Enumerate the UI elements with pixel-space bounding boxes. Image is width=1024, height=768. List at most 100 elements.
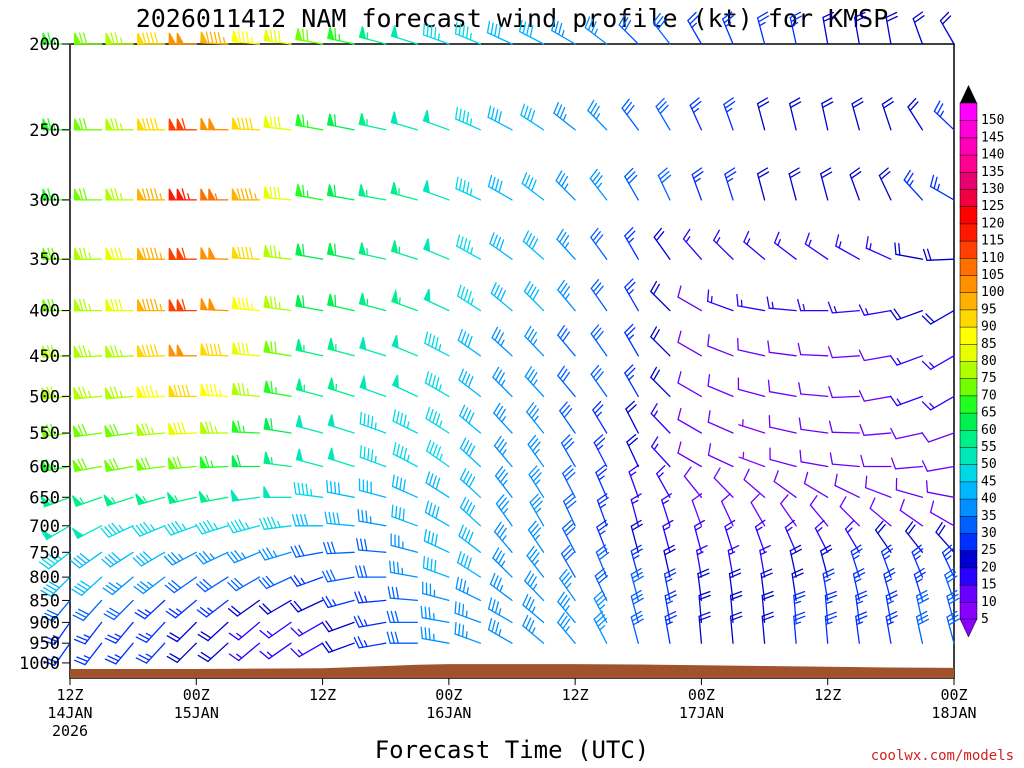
wind-barb <box>689 97 703 131</box>
barb-full-feather <box>565 472 576 482</box>
barb-half-feather <box>692 107 700 114</box>
barb-full-feather <box>403 447 408 461</box>
barb-pennant <box>231 117 240 130</box>
barb-half-feather <box>565 582 572 589</box>
wind-barb <box>228 642 261 662</box>
barb-full-feather <box>355 565 360 578</box>
barb-full-feather <box>244 188 250 201</box>
barb-full-feather <box>143 521 152 533</box>
wind-barb <box>459 404 482 434</box>
barb-full-feather <box>761 594 774 601</box>
barb-full-feather <box>852 568 865 575</box>
barb-full-feather <box>357 615 364 628</box>
wind-barb <box>655 97 671 131</box>
barb-full-feather <box>756 11 769 19</box>
barb-full-feather <box>277 116 281 130</box>
barb-half-feather <box>332 599 337 607</box>
barb-full-feather <box>394 610 399 624</box>
wind-barb <box>707 374 734 398</box>
barb-full-feather <box>849 167 861 176</box>
barb-full-feather <box>941 544 952 554</box>
barb-full-feather <box>139 523 148 534</box>
barb-full-feather <box>592 327 602 338</box>
barb-full-feather <box>858 390 865 402</box>
barb-half-feather <box>599 503 607 509</box>
wind-barb <box>791 568 804 602</box>
barb-full-feather <box>913 15 925 24</box>
barb-half-feather <box>500 339 505 347</box>
barb-full-feather <box>241 30 246 44</box>
wind-barb <box>358 242 387 260</box>
wind-barb <box>596 519 609 553</box>
barb-pennant <box>327 377 335 391</box>
wind-barb <box>890 427 924 440</box>
barb-full-feather <box>434 337 439 350</box>
barb-pennant <box>103 494 115 507</box>
barb-pennant <box>359 374 367 391</box>
barb-pennant <box>263 29 272 43</box>
barb-full-feather <box>677 330 682 343</box>
barb-full-feather <box>118 247 123 260</box>
barb-full-feather <box>142 32 147 45</box>
barb-full-feather <box>78 345 84 358</box>
barb-full-feather <box>306 29 309 43</box>
barb-full-feather <box>196 609 208 618</box>
barb-half-feather <box>564 242 570 249</box>
barb-full-feather <box>698 615 711 621</box>
barb-half-feather <box>945 555 952 561</box>
barb-full-feather <box>885 611 898 618</box>
barb-full-feather <box>906 172 914 184</box>
wind-barb <box>136 423 166 437</box>
barb-half-feather <box>846 527 853 534</box>
barb-full-feather <box>626 367 636 378</box>
wind-barb <box>761 611 774 644</box>
barb-full-feather <box>921 315 932 325</box>
barb-full-feather <box>590 364 600 375</box>
barb-full-feather <box>420 605 423 619</box>
colorbar-top-arrow <box>960 85 977 103</box>
wind-barb <box>821 97 834 131</box>
barb-pennant <box>73 299 82 312</box>
barb-full-feather <box>864 475 868 489</box>
barb-full-feather <box>495 494 505 505</box>
barb-full-feather <box>359 565 364 578</box>
wind-barb <box>227 576 261 592</box>
colorbar-label: 80 <box>981 354 997 369</box>
wind-barb <box>677 441 703 468</box>
barb-half-feather <box>563 183 569 190</box>
barb-pennant <box>41 345 51 358</box>
barb-full-feather <box>108 458 116 471</box>
wind-barb <box>650 436 671 468</box>
wind-barb <box>793 590 806 624</box>
barb-full-feather <box>559 328 568 339</box>
barb-full-feather <box>430 532 435 545</box>
barb-full-feather <box>164 584 175 594</box>
barb-full-feather <box>367 414 370 428</box>
barb-full-feather <box>530 523 539 534</box>
wind-barb <box>797 342 829 357</box>
barb-full-feather <box>104 526 113 537</box>
wind-barb <box>43 621 71 646</box>
barb-full-feather <box>853 11 866 19</box>
wind-barb <box>231 296 261 312</box>
barb-full-feather <box>493 575 499 588</box>
barb-full-feather <box>533 500 543 510</box>
barb-full-feather <box>692 171 704 179</box>
wind-barb <box>890 457 924 470</box>
barb-half-feather <box>174 495 179 503</box>
wind-barb <box>698 611 711 644</box>
wind-barb <box>522 594 545 624</box>
barb-full-feather <box>594 175 603 186</box>
wind-barb <box>653 227 671 260</box>
barb-full-feather <box>269 245 273 258</box>
colorbar-box <box>959 137 978 156</box>
barb-half-feather <box>564 626 570 633</box>
wind-barb <box>881 97 894 131</box>
barb-pennant <box>73 188 82 201</box>
wind-barb <box>624 364 639 398</box>
barb-full-feather <box>773 470 779 483</box>
wind-barb <box>103 458 134 472</box>
wind-barb <box>677 407 703 434</box>
barb-full-feather <box>630 610 642 618</box>
barb-full-feather <box>556 228 564 240</box>
